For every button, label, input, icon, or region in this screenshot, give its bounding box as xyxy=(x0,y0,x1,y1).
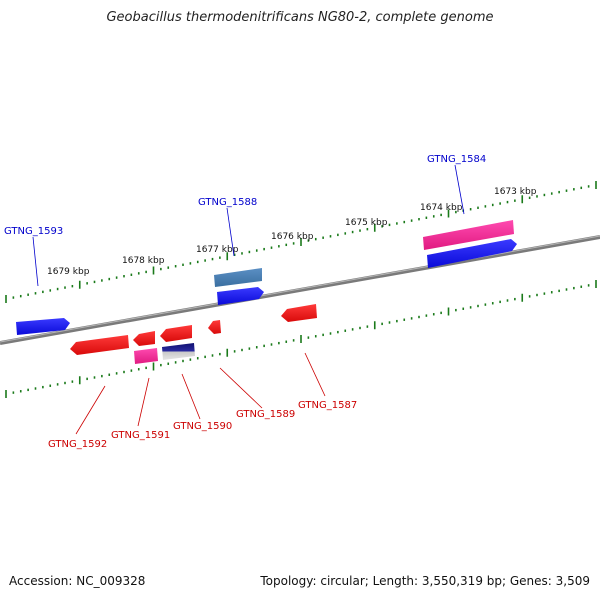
genome-summary-text: Topology: circular; Length: 3,550,319 bp… xyxy=(260,574,590,588)
gene-GTNG_1592[interactable] xyxy=(70,335,129,355)
forward-leaders xyxy=(32,164,465,287)
gene-GTNG_1588-b[interactable] xyxy=(217,287,264,305)
inner-scale-track xyxy=(5,280,597,398)
reverse-leaders xyxy=(75,352,326,435)
scale-label-1678: 1678 kbp xyxy=(122,256,165,266)
scale-label-1675: 1675 kbp xyxy=(345,218,388,228)
gene-GTNG_1590-b[interactable] xyxy=(162,343,195,360)
scale-label-1676: 1676 kbp xyxy=(271,232,314,242)
gene-GTNG_1584-b[interactable] xyxy=(427,239,517,268)
gene-GTNG_1593[interactable] xyxy=(16,318,70,335)
gene-GTNG_1590-a[interactable] xyxy=(160,325,192,342)
map-title: Geobacillus thermodenitrificans NG80-2, … xyxy=(106,10,494,25)
gene-label-GTNG_1588[interactable]: GTNG_1588 xyxy=(198,197,257,208)
genome-backbone-highlight xyxy=(0,235,600,343)
gene-label-GTNG_1587[interactable]: GTNG_1587 xyxy=(298,400,357,411)
gene-label-GTNG_1590[interactable]: GTNG_1590 xyxy=(173,421,232,432)
genome-backbone xyxy=(0,235,600,345)
gene-GTNG_1591-b[interactable] xyxy=(134,348,158,364)
scale-label-1673: 1673 kbp xyxy=(494,187,537,197)
gene-GTNG_1584-a[interactable] xyxy=(423,220,514,250)
outer-scale-track xyxy=(5,181,597,303)
scale-label-1674: 1674 kbp xyxy=(420,203,463,213)
gene-GTNG_1589[interactable] xyxy=(208,320,221,334)
gene-label-GTNG_1593[interactable]: GTNG_1593 xyxy=(4,226,63,237)
gene-label-GTNG_1589[interactable]: GTNG_1589 xyxy=(236,409,295,420)
gene-GTNG_1587[interactable] xyxy=(281,304,317,322)
gene-label-GTNG_1592[interactable]: GTNG_1592 xyxy=(48,439,107,450)
scale-label-1679: 1679 kbp xyxy=(47,267,90,277)
gene-label-GTNG_1584[interactable]: GTNG_1584 xyxy=(427,154,486,165)
scale-label-1677: 1677 kbp xyxy=(196,245,239,255)
gene-label-GTNG_1591[interactable]: GTNG_1591 xyxy=(111,430,170,441)
gene-GTNG_1591-a[interactable] xyxy=(133,331,155,346)
accession-text: Accession: NC_009328 xyxy=(9,574,146,588)
gene-GTNG_1588-a[interactable] xyxy=(214,268,262,287)
